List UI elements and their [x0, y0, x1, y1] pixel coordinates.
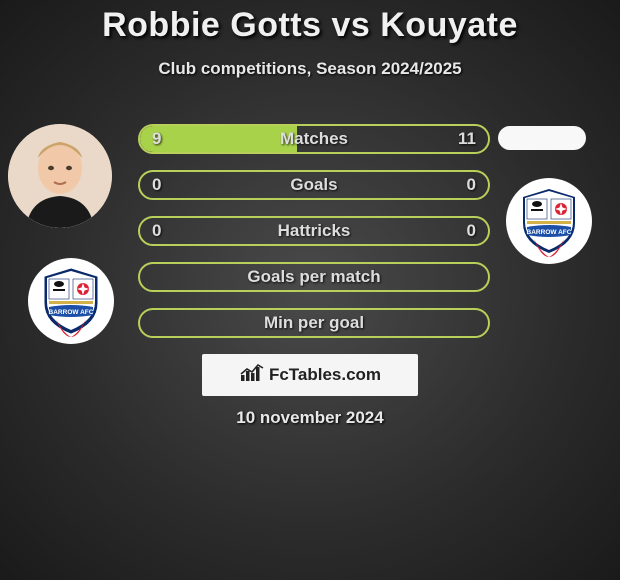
- club-badge-right: BARROW AFC: [506, 178, 592, 264]
- stat-left-value: 0: [152, 221, 161, 241]
- stat-left-value: 9: [152, 129, 161, 149]
- svg-text:BARROW AFC: BARROW AFC: [527, 229, 572, 236]
- stat-fill-left: [140, 126, 297, 152]
- page-title: Robbie Gotts vs Kouyate: [0, 0, 620, 45]
- date-line: 10 november 2024: [0, 408, 620, 428]
- stat-row: Goals per match: [138, 262, 490, 292]
- stat-label: Goals per match: [247, 267, 380, 287]
- stat-label: Min per goal: [264, 313, 364, 333]
- stat-right-value: 0: [467, 175, 476, 195]
- chart-icon: [239, 363, 265, 388]
- stat-label: Goals: [290, 175, 337, 195]
- stat-label: Matches: [280, 129, 348, 149]
- stat-right-value: 0: [467, 221, 476, 241]
- stat-row: Min per goal: [138, 308, 490, 338]
- stat-row: 9 Matches 11: [138, 124, 490, 154]
- stats-container: 9 Matches 11 0 Goals 0 0 Hattricks 0 Goals per ma…: [138, 124, 490, 354]
- branding-text: FcTables.com: [269, 365, 381, 385]
- player-right-pill: [498, 126, 586, 150]
- stat-row: 0 Goals 0: [138, 170, 490, 200]
- stat-left-value: 0: [152, 175, 161, 195]
- player-left-photo: [8, 124, 112, 228]
- stat-label: Hattricks: [278, 221, 351, 241]
- club-badge-left: BARROW AFC: [28, 258, 114, 344]
- branding-box: FcTables.com: [202, 354, 418, 396]
- stat-right-value: 11: [458, 129, 476, 149]
- stat-row: 0 Hattricks 0: [138, 216, 490, 246]
- svg-text:BARROW AFC: BARROW AFC: [49, 309, 94, 316]
- subtitle: Club competitions, Season 2024/2025: [0, 59, 620, 79]
